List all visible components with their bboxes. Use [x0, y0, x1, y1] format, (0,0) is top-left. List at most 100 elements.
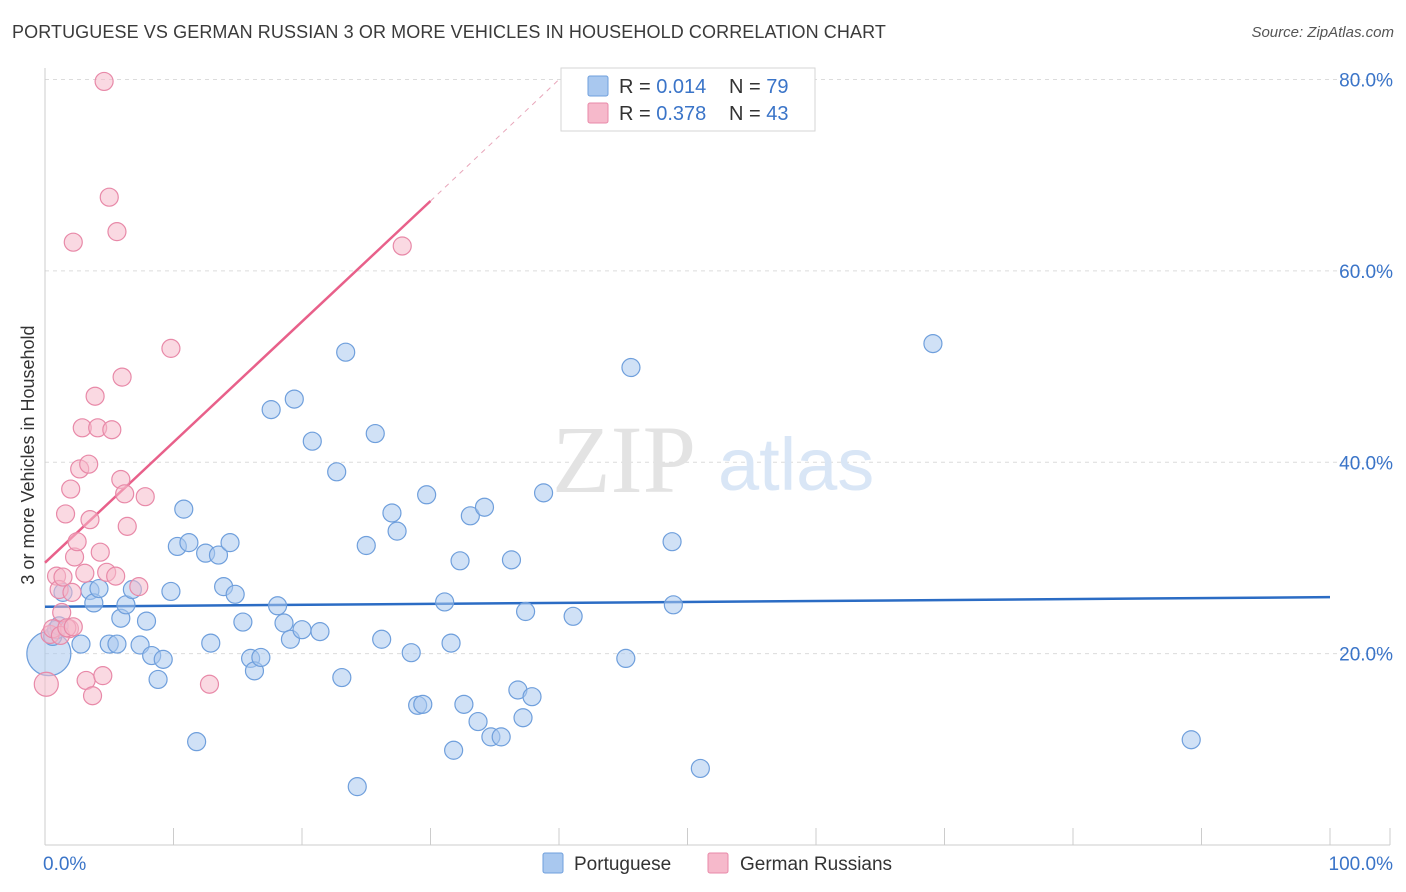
german-russians-point-11 — [63, 232, 83, 252]
portuguese-point-43 — [332, 667, 352, 688]
portuguese-point-47 — [365, 423, 385, 444]
portuguese-point-46 — [356, 535, 376, 556]
german-russians-point-19 — [80, 510, 100, 530]
portuguese-point-19 — [161, 581, 181, 602]
portuguese-point-29 — [225, 584, 245, 604]
trend-lines — [44, 79, 1331, 608]
german-russians-point-36 — [135, 487, 155, 507]
portuguese-point-53 — [413, 694, 433, 714]
german-russians-point-35 — [129, 577, 149, 597]
german-russians-point-34 — [117, 516, 137, 536]
portuguese-point-33 — [251, 647, 271, 668]
legend-r-label-1: R = — [619, 76, 656, 98]
y-tick-label-80: 80.0% — [1339, 71, 1393, 92]
legend-r-value-2: 0.378 — [656, 103, 706, 125]
portuguese-point-23 — [187, 732, 207, 752]
legend-swatch-portuguese — [587, 75, 609, 97]
portuguese-point-59 — [454, 694, 474, 714]
portuguese-point-49 — [382, 503, 402, 523]
portuguese-point-56 — [441, 633, 461, 653]
portuguese-point-70 — [533, 483, 554, 503]
portuguese-point-26 — [208, 545, 229, 565]
portuguese-point-61 — [468, 711, 488, 732]
svg-text:N = 43: N = 43 — [729, 103, 789, 125]
legend-n-value-2: 43 — [766, 103, 788, 125]
portuguese-point-58 — [450, 551, 470, 571]
portuguese-point-45 — [347, 777, 367, 797]
german-russians-points — [33, 71, 412, 706]
german-russians-point-37 — [161, 338, 181, 358]
portuguese-point-10 — [107, 634, 127, 654]
portuguese-point-38 — [284, 389, 304, 409]
portuguese-point-75 — [663, 595, 683, 615]
german-russians-point-9 — [61, 479, 81, 499]
portuguese-point-55 — [435, 592, 455, 612]
german-russians-point-23 — [90, 542, 110, 562]
x-tick-label-max: 100.0% — [1329, 854, 1394, 875]
legend-r-label-2: R = — [619, 103, 656, 125]
portuguese-point-17 — [148, 669, 168, 690]
german-russians-point-32 — [112, 367, 132, 387]
watermark: ZIP atlas — [552, 406, 874, 513]
chart-title: PORTUGUESE VS GERMAN RUSSIAN 3 OR MORE V… — [12, 22, 886, 42]
portuguese-point-42 — [327, 462, 347, 482]
portuguese-point-36 — [274, 613, 294, 633]
german-russians-point-10 — [62, 582, 82, 602]
x-tick-label-min: 0.0% — [43, 854, 86, 875]
watermark-zip: ZIP — [552, 406, 696, 513]
portuguese-point-48 — [372, 629, 392, 649]
legend-r-value-1: 0.014 — [656, 76, 706, 98]
german-russians-point-7 — [55, 504, 76, 524]
source-label: Source: ZipAtlas.com — [1251, 24, 1394, 41]
watermark-atlas: atlas — [718, 423, 874, 506]
bottom-legend-german-russians: German Russians — [740, 854, 892, 875]
german-russians-point-13 — [67, 532, 87, 552]
portuguese-point-44 — [336, 342, 356, 362]
portuguese-point-8 — [89, 578, 109, 599]
portuguese-point-21 — [174, 499, 194, 519]
portuguese-point-25 — [201, 633, 221, 653]
portuguese-point-68 — [515, 601, 536, 622]
portuguese-point-74 — [662, 532, 682, 552]
portuguese-point-72 — [616, 648, 636, 669]
bottom-legend-swatch-portuguese — [542, 852, 564, 874]
german-russians-point-27 — [99, 187, 119, 207]
y-tick-label-60: 60.0% — [1339, 262, 1393, 283]
german-russians-point-25 — [94, 71, 114, 92]
german-russians-point-30 — [107, 222, 127, 242]
portuguese-point-35 — [267, 596, 288, 616]
series-legend: Portuguese German Russians — [542, 852, 892, 875]
german-russians-point-33 — [115, 484, 135, 504]
german-russians-point-18 — [79, 454, 99, 474]
legend-n-label-2: N = — [729, 103, 766, 125]
portuguese-point-5 — [71, 634, 91, 654]
german-russians-point-6 — [53, 567, 73, 587]
legend-n-label-1: N = — [729, 76, 766, 98]
german-russians-point-0 — [33, 671, 59, 697]
german-russians-point-28 — [102, 420, 122, 440]
portuguese-point-15 — [136, 611, 157, 631]
svg-text:N = 79: N = 79 — [729, 76, 789, 98]
portuguese-point-51 — [401, 643, 421, 663]
portuguese-point-41 — [310, 622, 330, 642]
portuguese-point-76 — [690, 758, 710, 779]
portuguese-points — [26, 333, 1201, 797]
portuguese-point-69 — [522, 687, 542, 707]
y-tick-label-20: 20.0% — [1339, 645, 1393, 666]
portuguese-point-71 — [563, 606, 583, 626]
portuguese-point-67 — [513, 708, 533, 728]
german-russians-point-16 — [75, 563, 95, 583]
svg-text:R = 0.014: R = 0.014 — [619, 76, 706, 98]
german-russians-trend-line — [44, 200, 432, 564]
portuguese-point-34 — [261, 400, 281, 420]
legend-swatch-german-russians — [587, 102, 609, 124]
german-russians-point-41 — [63, 617, 83, 637]
portuguese-point-78 — [1181, 730, 1201, 750]
portuguese-point-64 — [491, 727, 511, 747]
portuguese-point-54 — [417, 485, 437, 505]
german-russians-point-24 — [93, 666, 113, 686]
portuguese-point-77 — [923, 333, 943, 354]
svg-text:R = 0.378: R = 0.378 — [619, 103, 706, 125]
portuguese-trend-line — [44, 595, 1331, 608]
tick-labels: 20.0% 40.0% 60.0% 80.0% 0.0% 100.0% — [43, 71, 1393, 876]
